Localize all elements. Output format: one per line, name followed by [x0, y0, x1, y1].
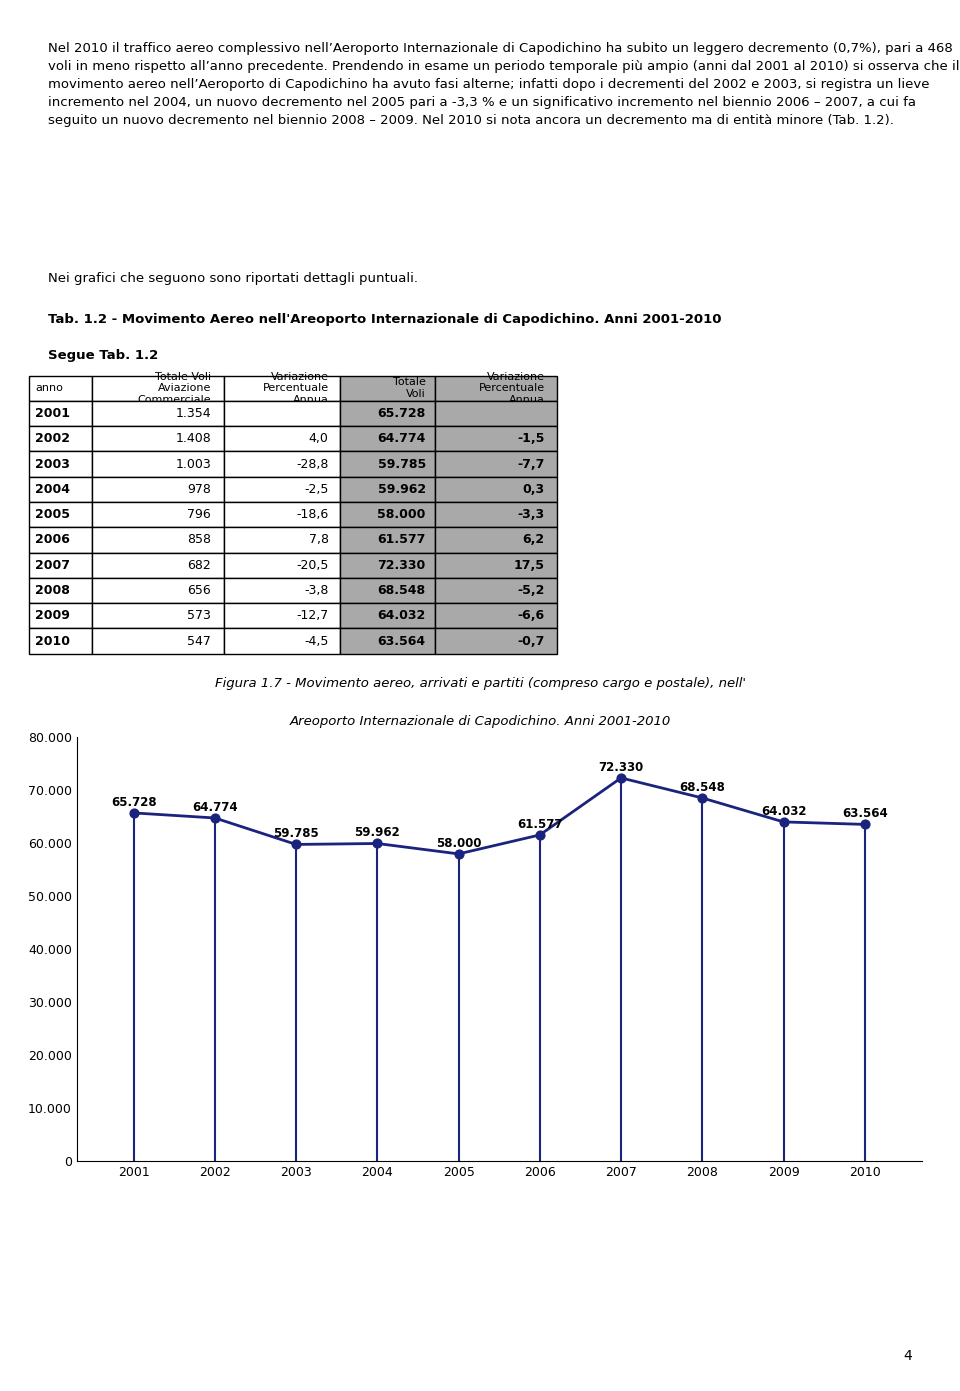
Text: Nel 2010 il traffico aereo complessivo nell’Aeroporto Internazionale di Capodich: Nel 2010 il traffico aereo complessivo n…	[48, 42, 959, 127]
Point	[857, 814, 873, 836]
Point	[207, 807, 223, 829]
Text: 64.774: 64.774	[192, 801, 238, 814]
Text: Figura 1.7 - Movimento aereo, arrivati e partiti (compreso cargo e postale), nel: Figura 1.7 - Movimento aereo, arrivati e…	[214, 677, 746, 690]
Point	[126, 801, 141, 823]
Text: 68.548: 68.548	[680, 780, 725, 794]
Text: 63.564: 63.564	[842, 807, 888, 821]
Point	[613, 766, 629, 789]
Point	[451, 843, 467, 865]
Point	[695, 787, 710, 810]
Text: 72.330: 72.330	[598, 761, 643, 773]
Text: Areoporto Internazionale di Capodichino. Anni 2001-2010: Areoporto Internazionale di Capodichino.…	[289, 715, 671, 729]
Text: 61.577: 61.577	[517, 818, 563, 830]
Point	[532, 823, 547, 846]
Text: Segue Tab. 1.2: Segue Tab. 1.2	[48, 349, 158, 362]
Text: 4: 4	[903, 1349, 912, 1363]
Text: 59.785: 59.785	[274, 828, 319, 840]
Text: 65.728: 65.728	[110, 796, 156, 808]
Text: 64.032: 64.032	[760, 804, 806, 818]
Text: 59.962: 59.962	[354, 826, 400, 839]
Text: Nei grafici che seguono sono riportati dettagli puntuali.: Nei grafici che seguono sono riportati d…	[48, 271, 418, 285]
Point	[288, 833, 303, 855]
Point	[370, 832, 385, 854]
Point	[776, 811, 791, 833]
Text: Tab. 1.2 - Movimento Aereo nell'Areoporto Internazionale di Capodichino. Anni 20: Tab. 1.2 - Movimento Aereo nell'Areoport…	[48, 313, 722, 327]
Text: 58.000: 58.000	[436, 836, 481, 850]
